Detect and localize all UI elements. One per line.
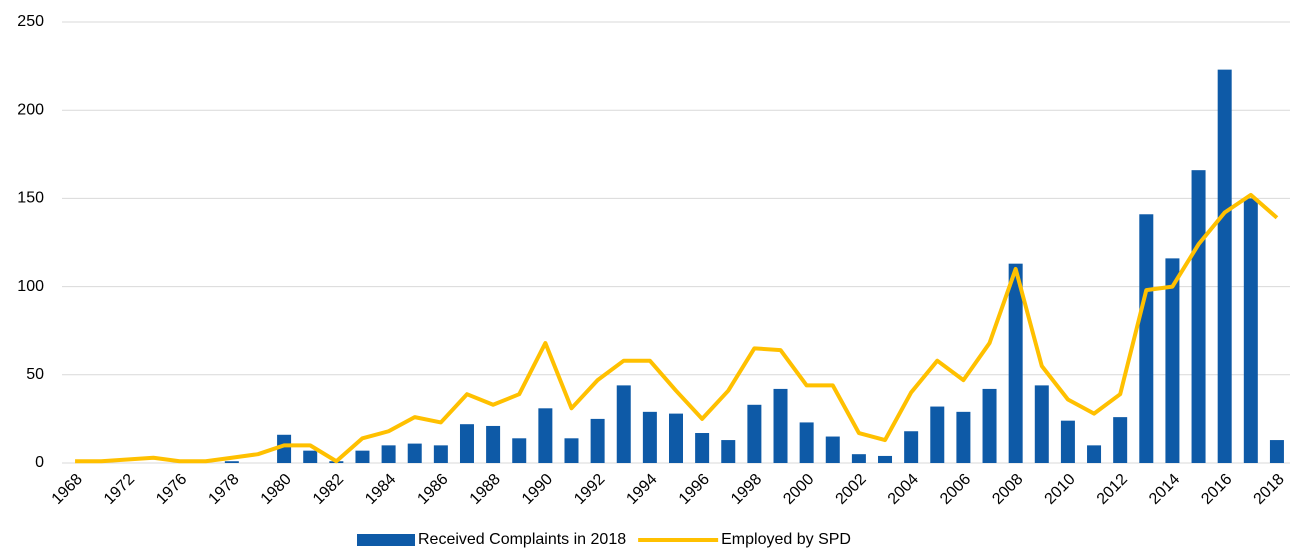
bar xyxy=(695,433,710,463)
bar xyxy=(407,443,422,463)
x-tick-label: 1980 xyxy=(258,471,295,508)
bar xyxy=(433,445,448,463)
bar xyxy=(799,422,814,463)
legend-label: Received Complaints in 2018 xyxy=(418,531,626,548)
bar xyxy=(642,411,657,463)
x-tick-label: 1984 xyxy=(362,471,399,508)
bar xyxy=(512,438,527,463)
x-tick-label: 1996 xyxy=(676,471,713,508)
bar xyxy=(1217,69,1232,464)
x-tick-label: 1976 xyxy=(153,471,190,508)
bar xyxy=(564,438,579,463)
y-tick-label: 0 xyxy=(35,454,44,471)
bar xyxy=(381,445,396,463)
bar xyxy=(1139,214,1154,463)
x-tick-label: 2010 xyxy=(1042,471,1079,508)
x-tick-label: 1990 xyxy=(519,471,556,508)
x-tick-label: 2002 xyxy=(833,471,870,508)
x-tick-label: 1978 xyxy=(205,471,242,508)
x-tick-label: 2008 xyxy=(989,471,1026,508)
bar xyxy=(224,461,239,463)
x-tick-label: 2004 xyxy=(885,471,922,508)
y-tick-label: 150 xyxy=(17,190,44,207)
bar xyxy=(303,450,318,463)
x-tick-label: 1972 xyxy=(101,471,138,508)
y-tick-label: 50 xyxy=(26,366,44,383)
bar xyxy=(1034,385,1049,463)
bar xyxy=(1269,440,1284,463)
bar xyxy=(851,454,866,463)
bar xyxy=(669,413,683,463)
bar xyxy=(459,424,474,463)
bar xyxy=(1243,198,1258,463)
x-tick-label: 2006 xyxy=(937,471,974,508)
bar xyxy=(773,388,788,463)
x-tick-label: 2000 xyxy=(780,471,817,508)
x-tick-label: 1982 xyxy=(310,471,347,508)
bar xyxy=(721,440,736,463)
x-tick-label: 2012 xyxy=(1094,471,1131,508)
bar xyxy=(1165,258,1180,463)
bar xyxy=(1060,420,1075,463)
bar xyxy=(930,406,945,463)
bar xyxy=(355,450,370,463)
x-tick-label: 2018 xyxy=(1251,471,1288,508)
bar xyxy=(538,408,553,463)
x-tick-label: 1994 xyxy=(623,471,660,508)
bar xyxy=(616,385,631,463)
legend-swatch xyxy=(357,534,415,546)
line xyxy=(75,192,1279,464)
x-tick-label: 1986 xyxy=(414,471,451,508)
bar xyxy=(1087,445,1102,463)
bar xyxy=(956,411,971,463)
y-tick-label: 250 xyxy=(17,13,44,30)
bar xyxy=(1113,417,1128,463)
y-tick-label: 200 xyxy=(17,101,44,118)
bar xyxy=(590,418,605,463)
bar xyxy=(878,455,893,463)
bar xyxy=(904,431,919,463)
bar xyxy=(1008,263,1023,463)
bar xyxy=(486,425,501,463)
x-tick-label: 1988 xyxy=(467,471,504,508)
legend-label: Employed by SPD xyxy=(721,531,851,548)
y-tick-label: 100 xyxy=(17,278,44,295)
bar xyxy=(1191,170,1206,463)
x-tick-label: 2016 xyxy=(1198,471,1235,508)
x-tick-label: 1968 xyxy=(49,471,86,508)
bar xyxy=(747,404,762,463)
x-tick-label: 2014 xyxy=(1146,471,1183,508)
x-tick-label: 1992 xyxy=(571,471,608,508)
x-tick-label: 1998 xyxy=(728,471,765,508)
bar xyxy=(277,434,292,463)
bar xyxy=(825,436,840,463)
bar xyxy=(982,388,997,463)
